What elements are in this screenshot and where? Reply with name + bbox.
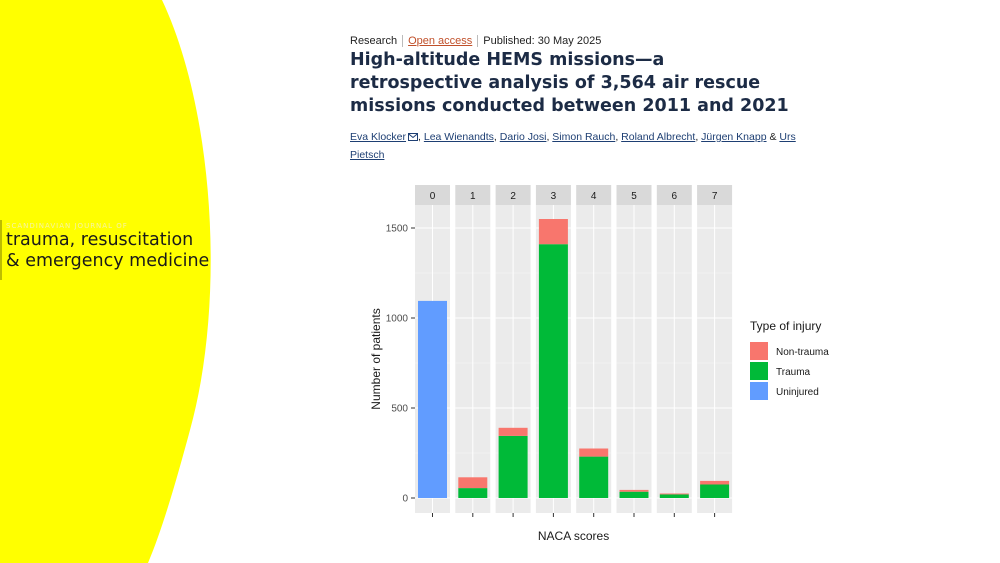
legend-label: Trauma xyxy=(776,367,811,378)
facet-label: 7 xyxy=(712,191,718,202)
bar-segment xyxy=(458,477,488,489)
journal-small-label: SCANDINAVIAN JOURNAL OF xyxy=(6,222,128,230)
bar-segment xyxy=(498,427,528,436)
published-date: Published: 30 May 2025 xyxy=(483,35,602,47)
facet-strip xyxy=(576,185,612,205)
bar-segment xyxy=(619,489,649,492)
journal-accent-bar xyxy=(0,220,2,280)
bar-segment xyxy=(579,448,609,457)
facet-strip xyxy=(616,185,652,205)
bar-segment xyxy=(498,435,528,498)
author-link[interactable]: Eva Klocker xyxy=(350,131,407,143)
facet-label: 0 xyxy=(430,191,436,202)
open-access-link[interactable]: Open access xyxy=(408,35,473,47)
facet-label: 1 xyxy=(470,191,476,202)
facet-strip xyxy=(455,185,491,205)
author-link[interactable]: Dario Josi xyxy=(499,131,547,143)
facet-strip xyxy=(495,185,531,205)
bar-segment xyxy=(659,493,689,495)
facet-strip xyxy=(697,185,733,205)
bar-segment xyxy=(659,494,689,498)
journal-name-line1: trauma, resuscitation xyxy=(6,230,194,250)
bar-segment xyxy=(579,456,609,498)
bar-segment xyxy=(700,480,730,485)
facet-label: 5 xyxy=(631,191,637,202)
journal-name-line2: & emergency medicine xyxy=(6,251,210,271)
x-axis-title: NACA scores xyxy=(538,529,609,543)
article-type: Research xyxy=(350,35,398,47)
bar-segment xyxy=(538,244,568,498)
facet-strip xyxy=(415,185,450,205)
meta-divider xyxy=(477,35,479,47)
y-tick-label: 500 xyxy=(391,404,408,415)
yellow-shape xyxy=(0,0,211,563)
author-ampersand: & xyxy=(769,131,777,143)
meta-divider xyxy=(402,35,404,47)
author-link[interactable]: Lea Wienandts xyxy=(423,131,494,143)
legend-label: Uninjured xyxy=(776,387,819,398)
facet-strip xyxy=(656,185,692,205)
facet-label: 4 xyxy=(591,191,597,202)
bar-segment xyxy=(700,484,730,498)
bar-segment xyxy=(619,491,649,498)
article-title: High-altitude HEMS missions—a retrospect… xyxy=(350,50,789,116)
y-tick-label: 0 xyxy=(402,494,408,505)
author-link[interactable]: Jürgen Knapp xyxy=(701,131,767,143)
facet-label: 2 xyxy=(510,191,516,202)
article-meta: Research Open access Published: 30 May 2… xyxy=(350,35,601,47)
legend-title: Type of injury xyxy=(750,319,821,333)
legend-key xyxy=(750,342,768,360)
facet-label: 3 xyxy=(551,191,557,202)
y-tick-label: 1000 xyxy=(386,314,409,325)
bar-segment xyxy=(418,300,447,498)
naca-chart: 0 1 2 3 4 5 6 7 0 500 1000 1500 NACA scores Number of… xyxy=(369,185,829,543)
journal-logo: SCANDINAVIAN JOURNAL OF trauma, resuscit… xyxy=(6,222,209,272)
facet-strip xyxy=(535,185,571,205)
legend-key xyxy=(750,382,768,400)
y-axis-title: Number of patients xyxy=(369,308,383,409)
author-list: Eva Klocker, Lea Wienandts, Dario Josi, … xyxy=(350,131,796,161)
bar-segment xyxy=(458,488,488,498)
facet-label: 6 xyxy=(672,191,678,202)
envelope-icon[interactable] xyxy=(408,133,419,141)
legend-label: Non-trauma xyxy=(776,347,829,358)
legend-key xyxy=(750,362,768,380)
author-link[interactable]: Urs Pietsch xyxy=(350,131,796,161)
author-link[interactable]: Simon Rauch xyxy=(552,131,616,143)
bar-segment xyxy=(538,219,568,245)
author-link[interactable]: Roland Albrecht xyxy=(621,131,696,143)
y-tick-label: 1500 xyxy=(386,224,409,235)
